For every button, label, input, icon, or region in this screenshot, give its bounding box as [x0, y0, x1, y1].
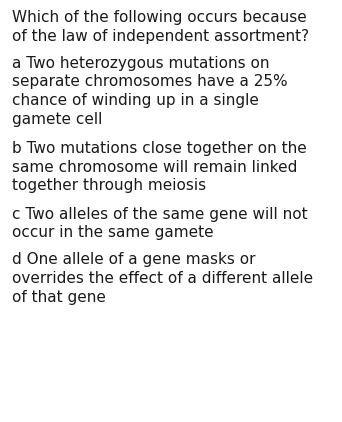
Text: d One allele of a gene masks or
overrides the effect of a different allele
of th: d One allele of a gene masks or override… [12, 252, 313, 305]
Text: c Two alleles of the same gene will not
occur in the same gamete: c Two alleles of the same gene will not … [12, 207, 307, 241]
Text: a Two heterozygous mutations on
separate chromosomes have a 25%
chance of windin: a Two heterozygous mutations on separate… [12, 56, 288, 127]
Text: Which of the following occurs because
of the law of independent assortment?: Which of the following occurs because of… [12, 10, 309, 43]
Text: b Two mutations close together on the
same chromosome will remain linked
togethe: b Two mutations close together on the sa… [12, 141, 307, 193]
